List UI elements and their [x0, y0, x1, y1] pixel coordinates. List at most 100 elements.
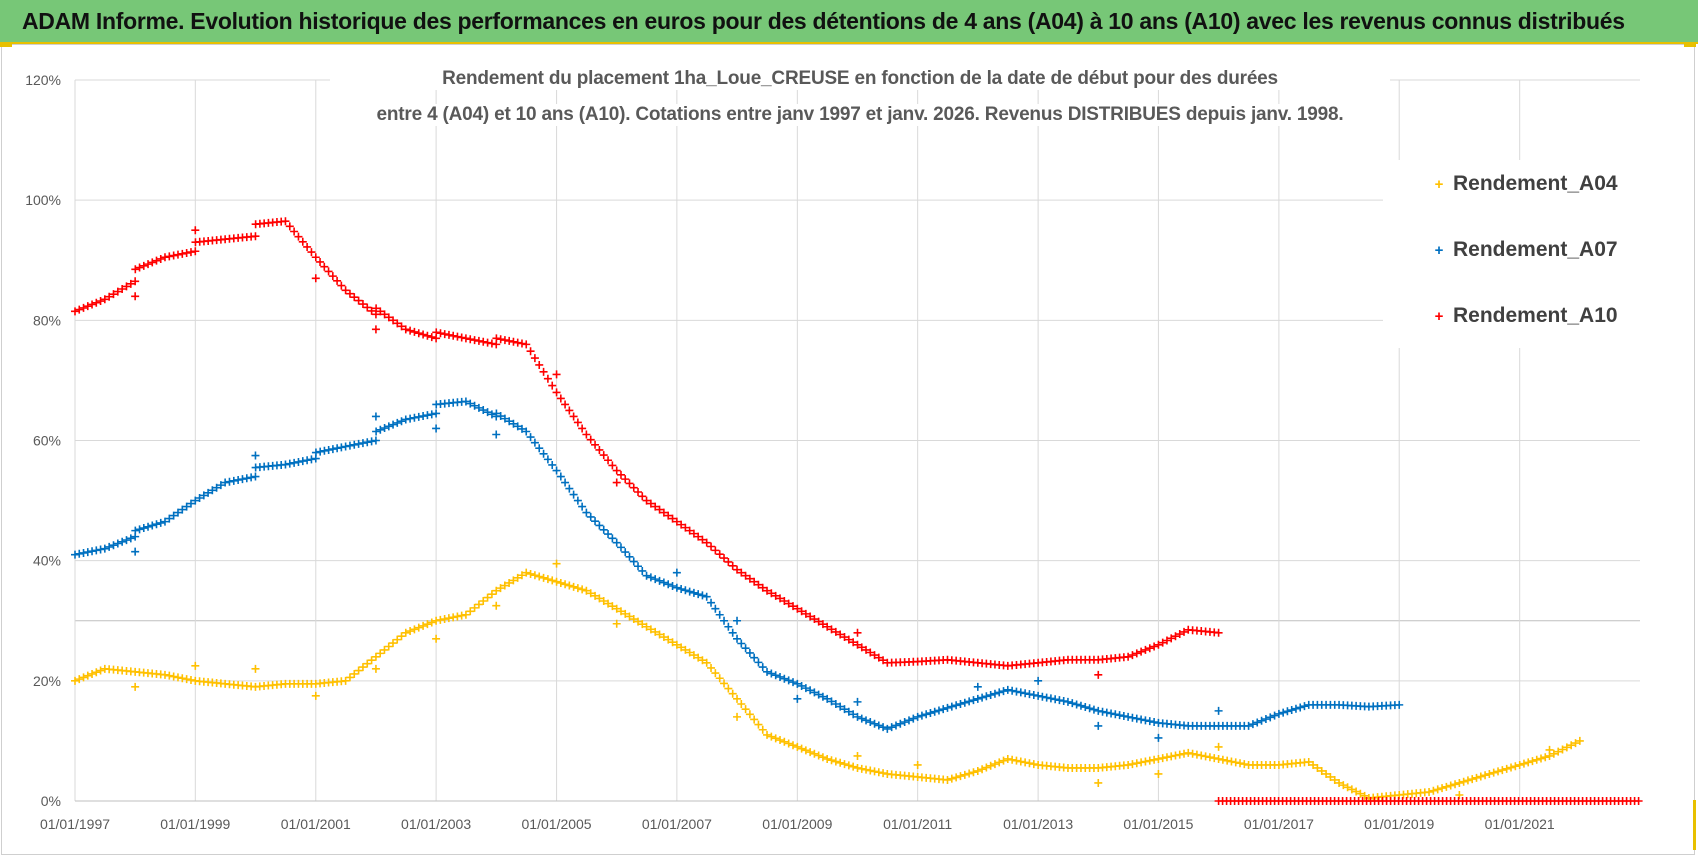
point-a04 [1162, 753, 1171, 762]
point-a04 [444, 614, 453, 623]
point-a04 [182, 675, 191, 684]
point-a10 [827, 625, 836, 634]
point-a04 [1029, 760, 1038, 769]
x-tick-label: 01/01/2007 [642, 816, 712, 832]
point-a10 [750, 577, 759, 586]
point-a07 [234, 475, 243, 484]
point-a07 [470, 401, 479, 410]
point-a07 [328, 445, 337, 454]
point-a04 [862, 765, 871, 774]
point-a07 [1094, 706, 1103, 715]
point-a04 [1339, 781, 1348, 790]
legend-item-a04: + Rendement_A04 [1431, 170, 1618, 198]
outlier-a07 [973, 682, 982, 691]
point-a10 [814, 617, 823, 626]
point-a10 [664, 511, 673, 520]
x-tick-label: 01/01/2003 [401, 816, 471, 832]
point-a07 [702, 592, 711, 601]
point-a04 [758, 725, 767, 734]
legend-label-a07: Rendement_A07 [1453, 238, 1618, 261]
point-a07 [186, 499, 195, 508]
outlier-a10 [853, 628, 862, 637]
point-a07 [604, 530, 613, 539]
point-a04 [1472, 773, 1481, 782]
point-a07 [724, 622, 733, 631]
legend-marker-a07: + [1434, 241, 1444, 259]
point-a07 [1085, 704, 1094, 713]
outlier-a07 [1094, 721, 1103, 730]
point-a07 [827, 697, 836, 706]
y-tick-label: 0% [41, 793, 61, 809]
point-a10 [741, 571, 750, 580]
point-a10 [595, 445, 604, 454]
point-a04 [414, 623, 423, 632]
point-a07 [75, 549, 84, 558]
point-a10 [720, 554, 729, 563]
point-a10 [1150, 642, 1159, 651]
point-a07 [1063, 697, 1072, 706]
point-a07 [771, 671, 780, 680]
point-a07 [320, 446, 329, 455]
point-a07 [831, 700, 840, 709]
point-a10 [345, 289, 354, 298]
point-a04 [990, 760, 999, 769]
point-a07 [199, 491, 208, 500]
point-a07 [767, 669, 776, 678]
point-a10 [711, 546, 720, 555]
point-a07 [823, 694, 832, 703]
legend-marker-a10: + [1434, 307, 1444, 325]
point-a10 [470, 336, 479, 345]
point-a04 [461, 610, 470, 619]
point-a07 [715, 610, 724, 619]
point-a10 [479, 337, 488, 346]
point-a10 [1171, 632, 1180, 641]
point-a10 [1137, 647, 1146, 656]
point-a07 [720, 616, 729, 625]
point-a07 [1119, 712, 1128, 721]
point-a04 [397, 632, 406, 641]
point-a10 [707, 542, 716, 551]
point-a04 [724, 684, 733, 693]
legend-item-a07: + Rendement_A07 [1431, 236, 1618, 264]
x-tick-label: 01/01/2009 [762, 816, 832, 832]
point-a07 [904, 716, 913, 725]
point-a07 [763, 667, 772, 676]
point-a07 [156, 518, 165, 527]
point-a07 [406, 414, 415, 423]
outlier-a10 [1094, 670, 1103, 679]
point-a10 [191, 247, 200, 256]
point-a07 [126, 534, 135, 543]
point-a07 [281, 460, 290, 469]
point-a10 [380, 310, 389, 319]
point-a07 [797, 681, 806, 690]
outlier-a07 [432, 424, 441, 433]
point-a04 [449, 613, 458, 622]
point-a10 [818, 620, 827, 629]
point-a10 [758, 583, 767, 592]
point-a10 [423, 331, 432, 340]
point-a07 [789, 678, 798, 687]
point-a07 [965, 697, 974, 706]
point-a07 [952, 701, 961, 710]
point-a10 [857, 643, 866, 652]
point-a04 [1507, 763, 1516, 772]
point-a07 [659, 578, 668, 587]
point-a07 [741, 644, 750, 653]
outlier-a10 [311, 274, 320, 283]
point-a07 [517, 424, 526, 433]
point-a04 [573, 584, 582, 593]
report-banner: ADAM Informe. Evolution historique des p… [0, 0, 1698, 44]
point-a04 [625, 612, 634, 621]
point-a04 [995, 758, 1004, 767]
point-a10 [71, 307, 79, 316]
point-a04 [169, 672, 178, 681]
point-a04 [410, 625, 419, 634]
point-a07 [363, 438, 372, 447]
point-a07 [599, 525, 608, 534]
point-a07 [922, 710, 931, 719]
point-a04 [1476, 772, 1485, 781]
point-a07 [371, 436, 380, 445]
point-a10 [333, 276, 342, 285]
point-a04 [1524, 758, 1533, 767]
point-a10 [337, 281, 346, 290]
